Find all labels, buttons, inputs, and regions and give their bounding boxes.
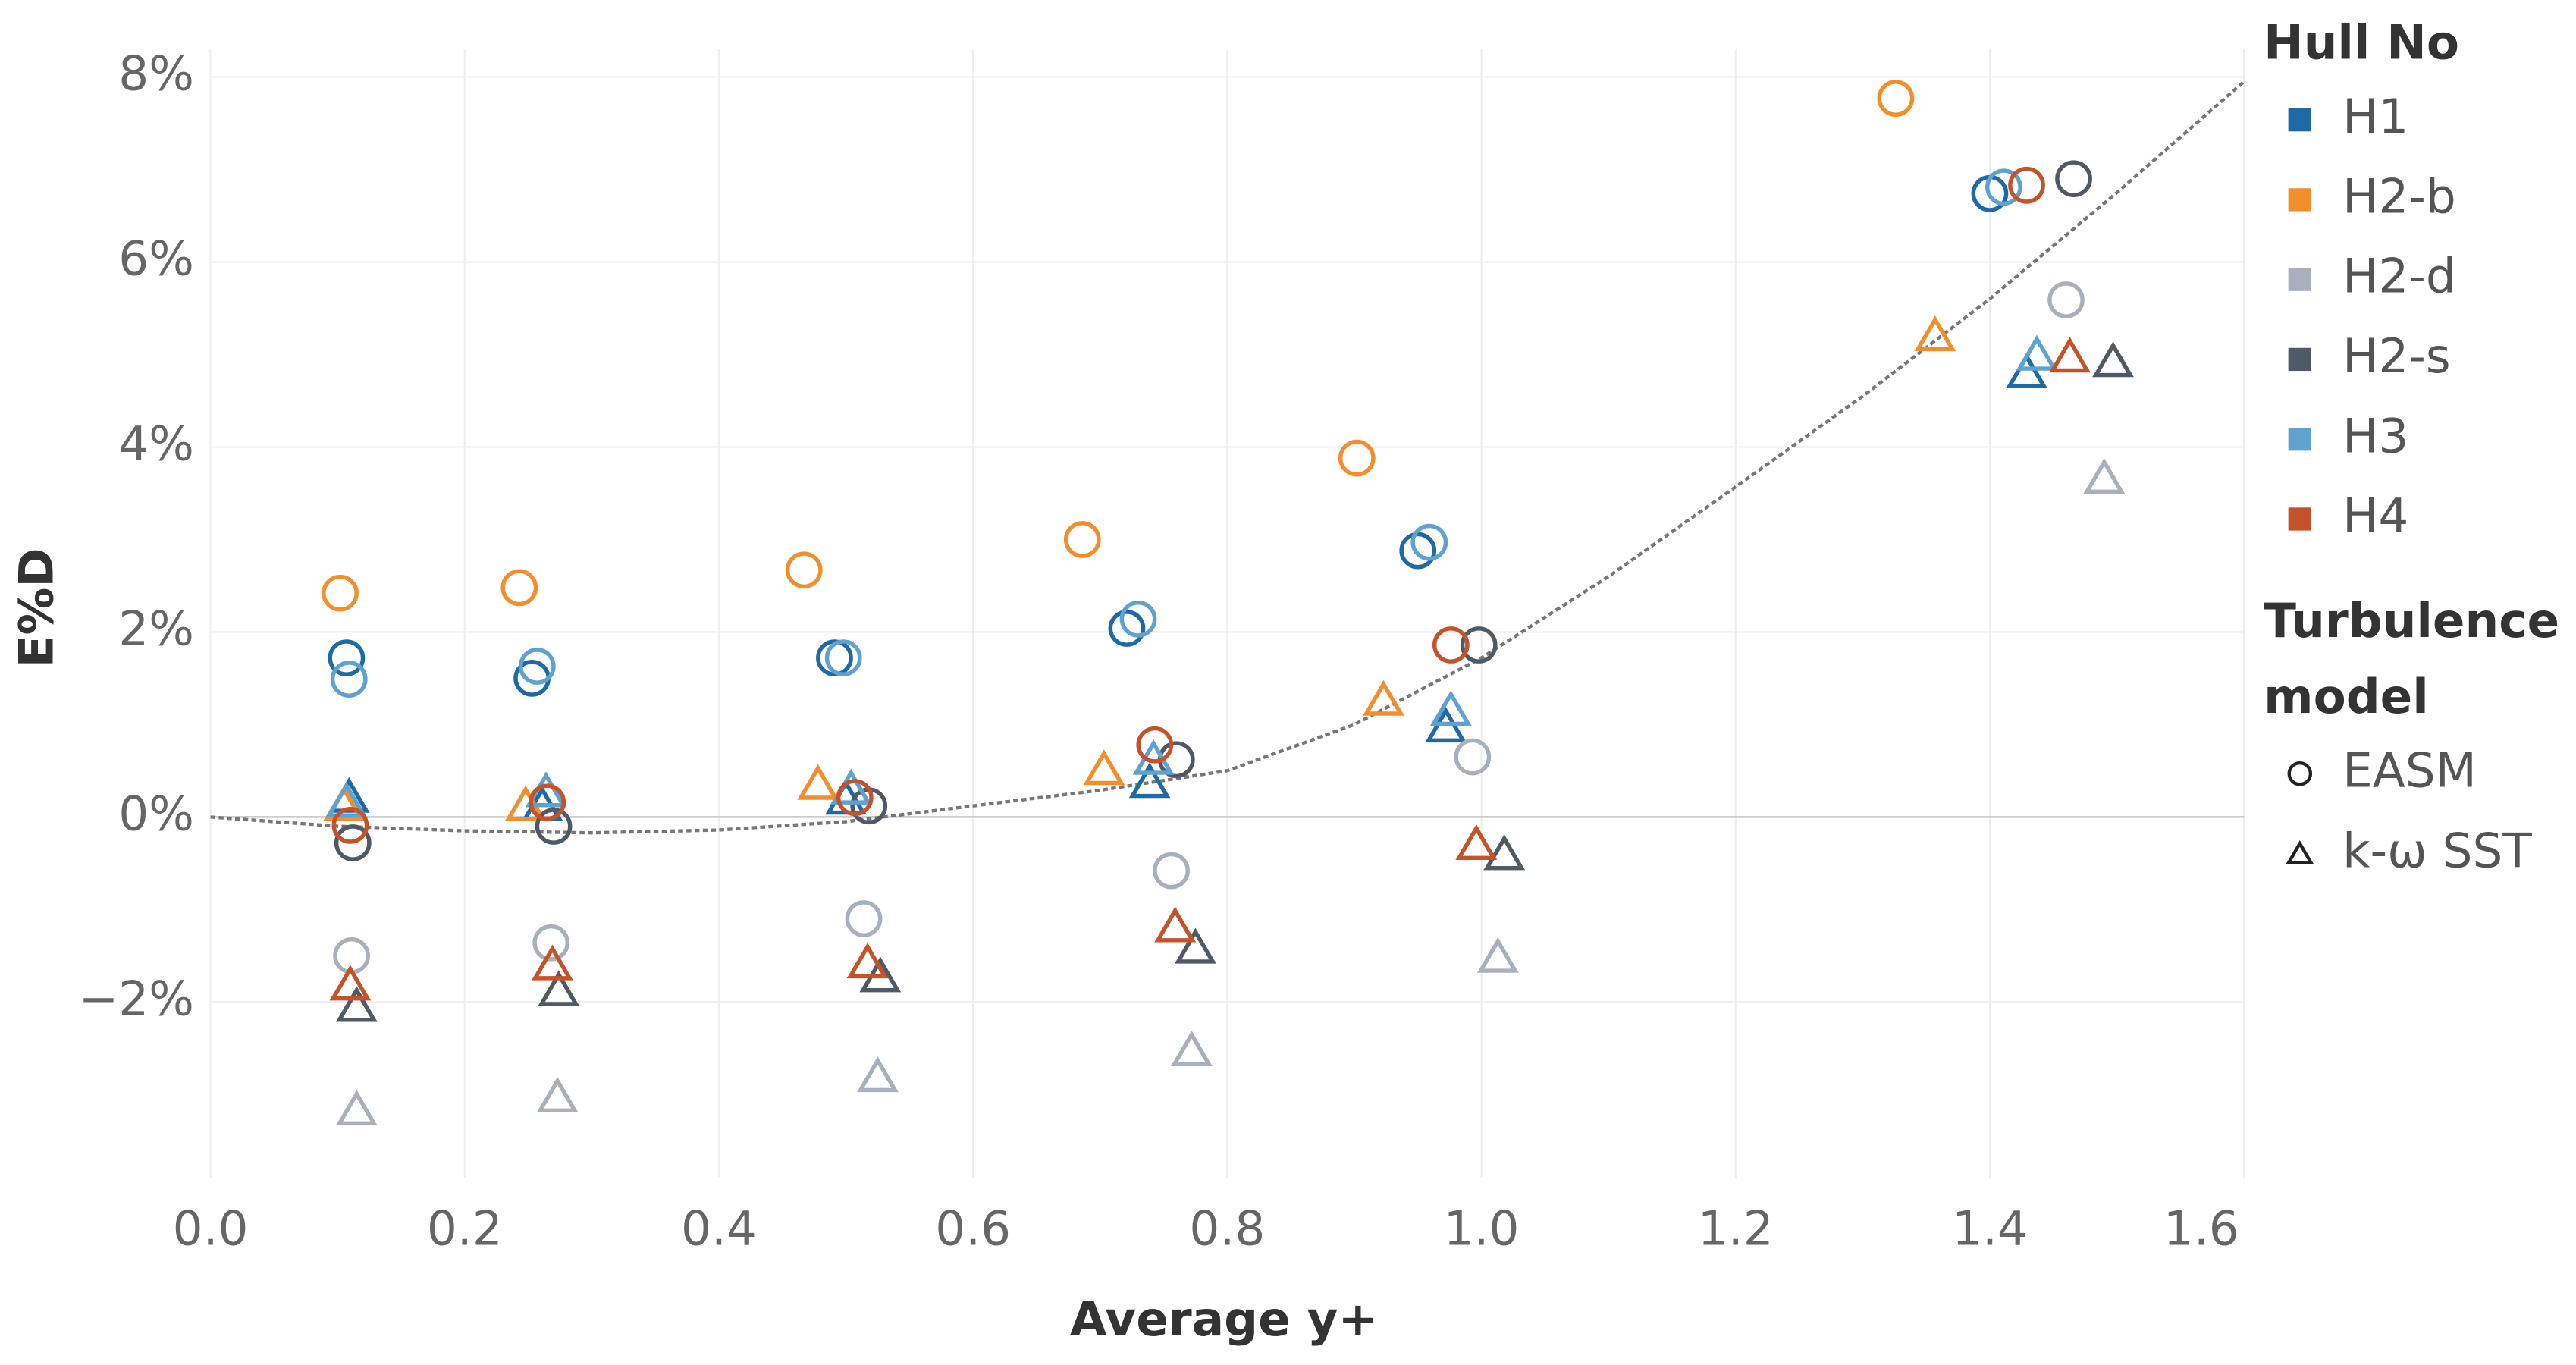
legend-label: H2-s: [2342, 328, 2451, 384]
grid: [209, 49, 2245, 1178]
point: [1363, 679, 1404, 716]
point: [329, 965, 372, 1001]
shape-legend-title: model: [2264, 669, 2429, 724]
trendline: [210, 80, 2245, 835]
legend-label: H3: [2342, 408, 2408, 463]
y-tick-label: 6%: [118, 231, 194, 287]
point: [535, 808, 573, 845]
point: [2008, 166, 2045, 204]
legend-marker: [2286, 839, 2314, 864]
y-tick-label: 8%: [118, 46, 194, 102]
point: [2055, 160, 2092, 198]
point: [1877, 80, 1915, 117]
legend-title: Hull No: [2264, 15, 2459, 71]
x-axis-title: Average y+: [1070, 1291, 1378, 1347]
x-tick-label: 0.0: [173, 1201, 249, 1257]
point: [1399, 532, 1437, 570]
point: [331, 806, 369, 844]
point: [1174, 927, 1216, 964]
point: [531, 944, 573, 981]
point: [1476, 937, 1519, 973]
x-tick-label: 1.0: [1444, 1201, 1520, 1257]
legend-label: H4: [2342, 488, 2408, 544]
point: [1154, 906, 1197, 943]
point: [1128, 762, 1171, 799]
x-tick-label: 0.6: [935, 1201, 1011, 1257]
point: [325, 781, 368, 817]
point: [2092, 341, 2134, 378]
y-tick-label: 0%: [118, 786, 194, 841]
point: [328, 639, 366, 676]
legend-swatch: [2288, 507, 2311, 531]
legend-swatch: [2288, 428, 2311, 451]
point: [335, 1089, 378, 1126]
point: [532, 924, 570, 962]
point: [2006, 352, 2048, 388]
point: [1432, 626, 1470, 664]
point: [1985, 168, 2022, 206]
y-axis-title: E%D: [8, 548, 64, 667]
point: [1083, 749, 1125, 786]
point: [538, 970, 580, 1006]
shape-legend-title: Turbulence: [2264, 593, 2559, 648]
y-tick-label: −2%: [79, 971, 194, 1026]
point: [1460, 626, 1498, 664]
legend-swatch: [2288, 268, 2311, 291]
point: [518, 648, 556, 685]
legend-label: H2-b: [2342, 168, 2456, 224]
point: [335, 986, 378, 1022]
point: [816, 639, 853, 676]
point: [1429, 690, 1472, 726]
point: [1483, 834, 1526, 871]
point: [797, 764, 839, 800]
legend-swatch: [2288, 347, 2311, 372]
point: [2083, 457, 2126, 494]
point: [1119, 600, 1157, 638]
point: [1136, 726, 1174, 764]
x-tick-label: 0.4: [681, 1201, 757, 1257]
point: [334, 824, 372, 861]
x-tick-label: 1.2: [1698, 1201, 1774, 1257]
point: [1455, 824, 1498, 860]
point: [785, 551, 823, 589]
point: [500, 569, 538, 607]
x-tick-label: 0.2: [427, 1201, 503, 1257]
legend-swatch: [2288, 108, 2311, 132]
point: [1108, 610, 1146, 647]
y-tick-label: 2%: [118, 601, 194, 656]
point: [322, 574, 359, 612]
x-tick-label: 1.4: [1952, 1201, 2028, 1257]
legend-marker: [2287, 761, 2313, 786]
point: [824, 639, 862, 676]
point: [1338, 439, 1376, 477]
legend-label: EASM: [2342, 742, 2477, 798]
point: [529, 783, 566, 821]
point: [1170, 1030, 1213, 1066]
point: [2049, 337, 2091, 373]
point: [1410, 523, 1448, 561]
legend-label: k-ω SST: [2342, 823, 2532, 878]
point: [1153, 852, 1190, 890]
point: [2047, 281, 2085, 318]
legend-label: H1: [2342, 89, 2408, 144]
points: [322, 80, 2134, 1126]
point: [1454, 738, 1492, 776]
y-tick-label: 4%: [118, 416, 194, 472]
legend-label: H2-d: [2342, 249, 2456, 304]
x-tick-label: 0.8: [1189, 1201, 1265, 1257]
point: [330, 661, 368, 698]
point: [857, 1056, 899, 1093]
x-tick-label: 1.6: [2163, 1201, 2239, 1257]
legend-swatch: [2288, 188, 2311, 212]
point: [2016, 334, 2058, 371]
point: [536, 1076, 579, 1112]
point: [1914, 315, 1956, 352]
point: [1063, 521, 1101, 558]
point: [845, 900, 883, 937]
point: [836, 779, 874, 817]
point: [846, 943, 889, 979]
